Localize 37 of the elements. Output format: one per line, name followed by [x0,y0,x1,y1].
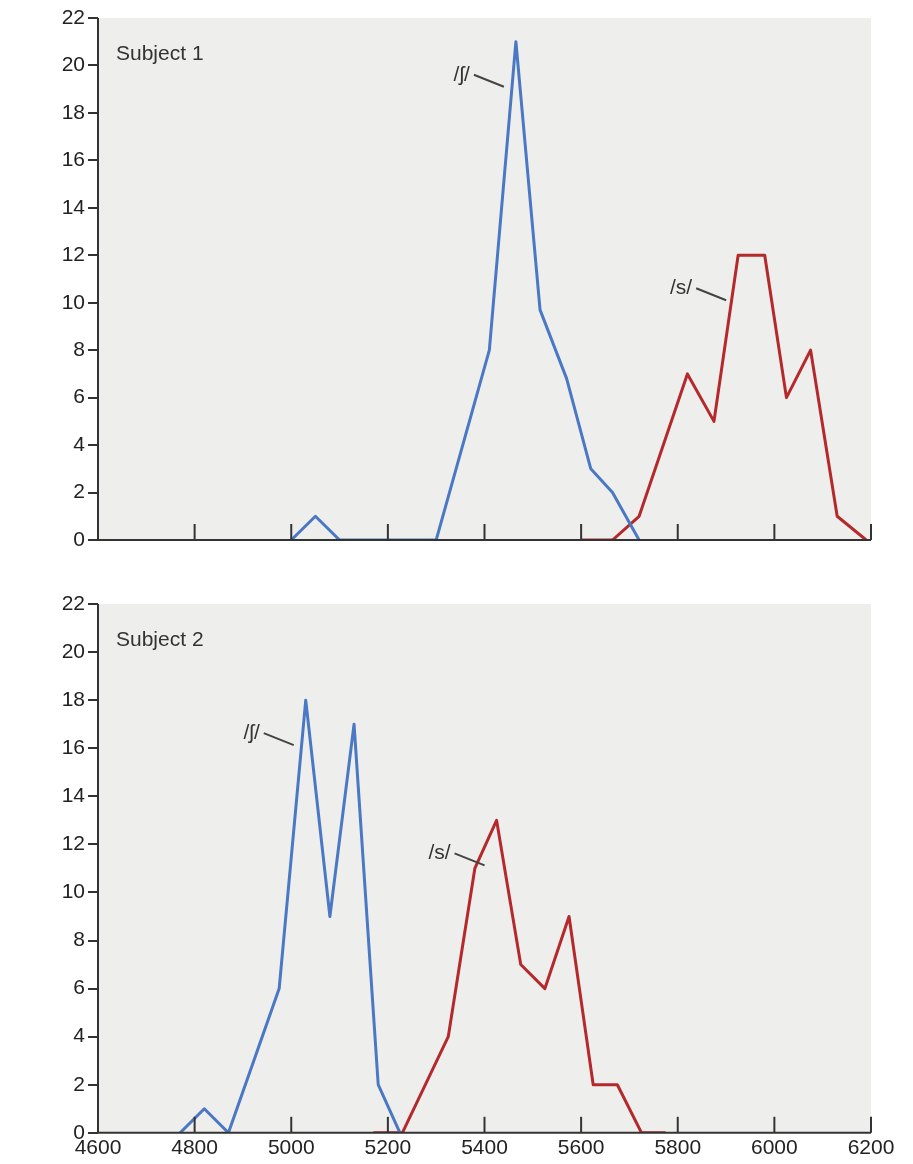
y-tick-label: 14 [61,194,86,218]
y-tick-label: 4 [73,1023,86,1047]
y-tick-label: 6 [73,384,85,408]
x-tick-label: 5800 [654,1135,702,1159]
x-tick-label: 5000 [267,1135,315,1159]
text: Subject 1 [116,41,204,65]
y-tick-label: 8 [73,336,85,360]
text: Subject 2 [116,627,204,651]
y-tick-label: 12 [61,831,85,855]
series-label: /s/ [669,275,693,299]
x-tick-label: 4800 [171,1135,218,1159]
series-label: /s/ [428,840,451,864]
series-label: /ʃ/ [243,719,260,743]
text: /ʃ/ [453,61,471,85]
y-tick-label: 16 [61,147,85,171]
y-tick-label: 10 [61,289,85,313]
y-tick-label: 8 [73,927,85,951]
y-tick-label: 22 [61,590,85,614]
y-tick-label: 18 [61,686,85,710]
y-tick-label: 12 [61,242,85,266]
y-tick-label: 0 [73,526,85,550]
x-tick-label: 6200 [847,1135,895,1159]
y-tick-label: 20 [61,638,85,662]
y-tick-label: 16 [61,735,85,759]
y-tick-label: 2 [73,1071,85,1095]
y-tick-label: 6 [73,975,85,999]
y-tick-label: 22 [61,4,85,28]
y-tick-label: 18 [61,99,85,123]
x-tick-label: 5200 [364,1135,412,1159]
x-tick-label: 5400 [461,1135,508,1159]
x-tick-label: 6000 [751,1135,798,1159]
y-tick-label: 2 [73,479,85,503]
y-tick-label: 20 [61,52,85,76]
y-tick-label: 4 [73,431,86,455]
y-tick-label: 10 [61,879,85,903]
y-tick-label: 14 [61,783,86,807]
x-tick-label: 5600 [557,1135,605,1159]
